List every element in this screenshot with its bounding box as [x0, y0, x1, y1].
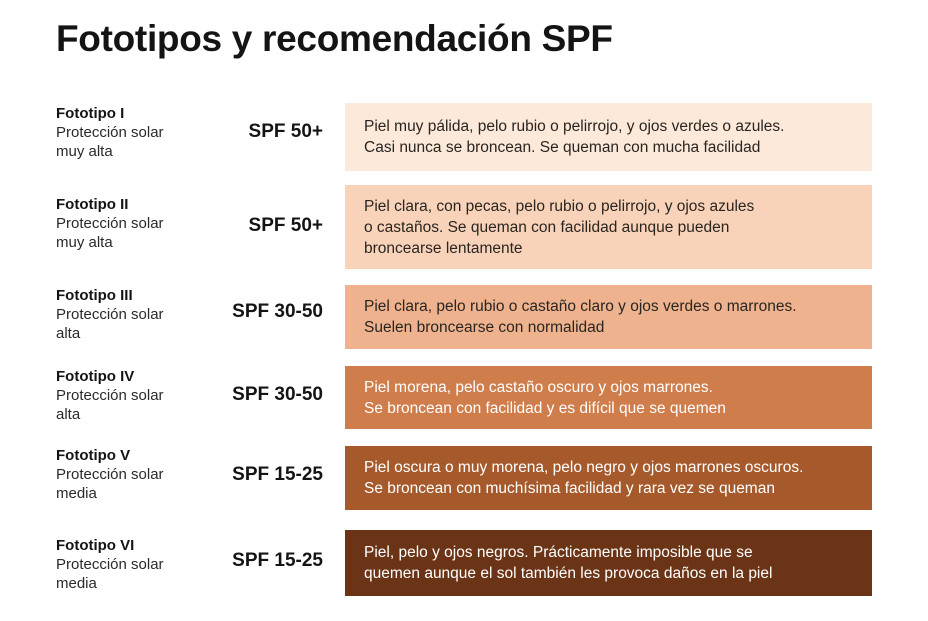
phototype-name: Fototipo V [56, 447, 131, 464]
phototype-name: Fototipo VI [56, 537, 135, 554]
phototype-row-4: Fototipo IV Protección solar alta SPF 30… [0, 366, 928, 429]
description-text: Piel, pelo y ojos negros. Prácticamente … [364, 544, 773, 582]
spf-value: SPF 15-25 [232, 550, 323, 571]
phototype-label-group: Fototipo IV Protección solar alta [56, 367, 226, 424]
protection-level: Protección solar media [56, 466, 164, 502]
spf-value: SPF 50+ [248, 215, 323, 236]
phototype-name: Fototipo IV [56, 368, 135, 385]
protection-level: Protección solar alta [56, 387, 164, 423]
spf-value: SPF 30-50 [232, 301, 323, 322]
spf-value: SPF 50+ [248, 121, 323, 142]
description-box: Piel oscura o muy morena, pelo negro y o… [345, 446, 872, 510]
phototype-row-5: Fototipo V Protección solar media SPF 15… [0, 446, 928, 510]
description-box: Piel muy pálida, pelo rubio o pelirrojo,… [345, 103, 872, 171]
description-text: Piel muy pálida, pelo rubio o pelirrojo,… [364, 118, 785, 156]
phototype-row-6: Fototipo VI Protección solar media SPF 1… [0, 530, 928, 596]
description-box: Piel clara, pelo rubio o castaño claro y… [345, 285, 872, 349]
description-text: Piel morena, pelo castaño oscuro y ojos … [364, 378, 726, 417]
phototype-label-group: Fototipo V Protección solar media [56, 446, 226, 503]
description-text: Piel clara, pelo rubio o castaño claro y… [364, 298, 797, 336]
phototype-label-group: Fototipo VI Protección solar media [56, 536, 226, 593]
description-text: Piel oscura o muy morena, pelo negro y o… [364, 459, 804, 497]
phototype-label-group: Fototipo III Protección solar alta [56, 286, 226, 343]
phototype-name: Fototipo I [56, 105, 125, 122]
protection-level: Protección solar media [56, 556, 164, 592]
phototype-name: Fototipo III [56, 287, 133, 304]
protection-level: Protección solar muy alta [56, 215, 164, 251]
description-box: Piel morena, pelo castaño oscuro y ojos … [345, 366, 872, 429]
phototype-name: Fototipo II [56, 196, 129, 213]
spf-value: SPF 15-25 [232, 464, 323, 485]
phototype-row-2: Fototipo II Protección solar muy alta SP… [0, 185, 928, 269]
description-box: Piel, pelo y ojos negros. Prácticamente … [345, 530, 872, 596]
protection-level: Protección solar alta [56, 306, 164, 342]
description-text: Piel clara, con pecas, pelo rubio o peli… [364, 197, 755, 257]
phototype-label-group: Fototipo II Protección solar muy alta [56, 195, 226, 252]
phototype-row-3: Fototipo III Protección solar alta SPF 3… [0, 285, 928, 349]
protection-level: Protección solar muy alta [56, 124, 164, 160]
phototype-row-1: Fototipo I Protección solar muy alta SPF… [0, 103, 928, 171]
phototype-label-group: Fototipo I Protección solar muy alta [56, 104, 226, 161]
spf-value: SPF 30-50 [232, 384, 323, 405]
description-box: Piel clara, con pecas, pelo rubio o peli… [345, 185, 872, 269]
page-title: Fototipos y recomendación SPF [56, 18, 613, 59]
